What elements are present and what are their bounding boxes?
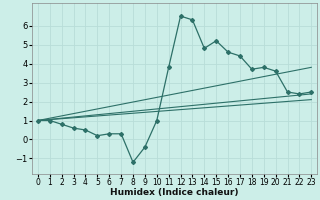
X-axis label: Humidex (Indice chaleur): Humidex (Indice chaleur) xyxy=(110,188,239,197)
